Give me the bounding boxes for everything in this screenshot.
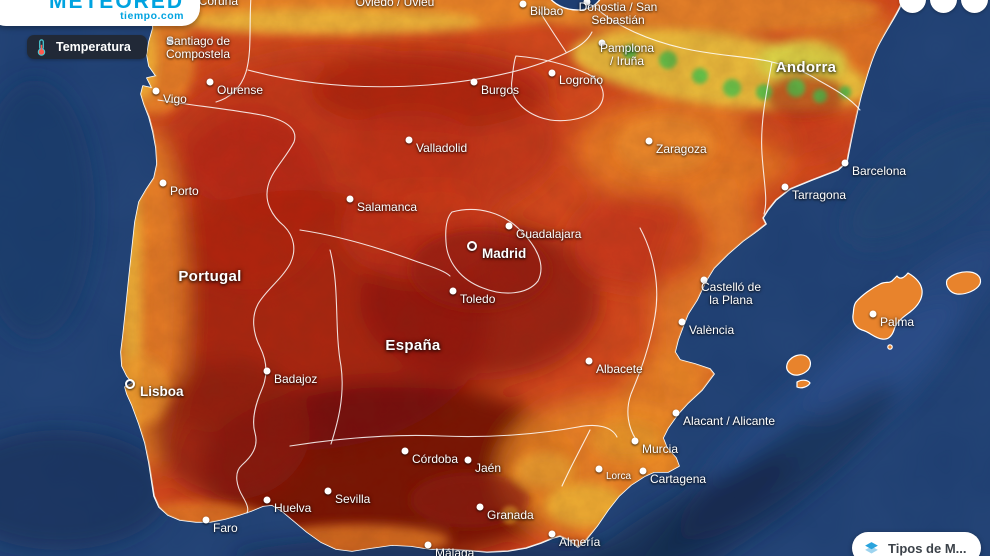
city-marker-huelva[interactable]	[263, 496, 271, 504]
city-marker-santiago-de-compostela[interactable]	[166, 37, 174, 45]
map-types-button[interactable]: Tipos de M...	[852, 532, 981, 556]
city-marker-lorca[interactable]	[595, 465, 603, 473]
city-label-guadalajara[interactable]: Guadalajara	[516, 227, 582, 241]
city-label-castell-de-la-plana[interactable]: Castelló de la Plana	[700, 280, 762, 307]
city-label-tarragona[interactable]: Tarragona	[792, 188, 847, 202]
city-label-logro-o[interactable]: Logroño	[559, 73, 604, 87]
city-marker-m-laga[interactable]	[424, 541, 432, 549]
city-label-oviedo-uvieu[interactable]: Oviedo / Uvieu	[355, 0, 435, 9]
city-label-barcelona[interactable]: Barcelona	[852, 164, 907, 178]
city-label-palma[interactable]: Palma	[880, 315, 915, 329]
city-marker-ja-n[interactable]	[464, 456, 472, 464]
city-marker-madrid[interactable]	[467, 241, 477, 251]
city-marker-barcelona[interactable]	[841, 159, 849, 167]
city-marker-granada[interactable]	[476, 503, 484, 511]
layer-selector-pill[interactable]: Temperatura	[27, 35, 147, 59]
city-marker-alacant-alicante[interactable]	[672, 409, 680, 417]
city-label-albacete[interactable]: Albacete	[596, 362, 643, 376]
mallorca-island	[852, 272, 923, 340]
city-marker-burgos[interactable]	[470, 78, 478, 86]
layer-selector-label: Temperatura	[56, 40, 131, 54]
city-marker-albacete[interactable]	[585, 357, 593, 365]
city-marker-ourense[interactable]	[206, 78, 214, 86]
city-label-granada[interactable]: Granada	[487, 508, 534, 522]
city-label-pamplona-iru-a[interactable]: Pamplona / Iruña	[599, 41, 655, 68]
city-marker-val-ncia[interactable]	[678, 318, 686, 326]
balearic-islands	[786, 271, 982, 389]
city-marker-tarragona[interactable]	[781, 183, 789, 191]
city-label-toledo[interactable]: Toledo	[460, 292, 496, 306]
city-label-faro[interactable]: Faro	[213, 521, 238, 535]
city-label-porto[interactable]: Porto	[170, 184, 199, 198]
city-label-alacant-alicante[interactable]: Alacant / Alicante	[683, 414, 776, 428]
city-label-huelva[interactable]: Huelva	[274, 501, 312, 515]
city-label-badajoz[interactable]: Badajoz	[274, 372, 318, 386]
city-label-donostia-san-sebasti-n[interactable]: Donostia / San Sebastián	[578, 0, 658, 27]
city-label-vigo[interactable]: Vigo	[163, 92, 187, 106]
city-label-ourense[interactable]: Ourense	[217, 83, 264, 97]
city-marker-castell-de-la-plana[interactable]	[700, 276, 708, 284]
city-label-sevilla[interactable]: Sevilla	[335, 492, 371, 506]
city-label-lorca[interactable]: Lorca	[606, 471, 632, 482]
city-label-salamanca[interactable]: Salamanca	[357, 200, 418, 214]
city-label-santiago-de-compostela[interactable]: Santiago de Compostela	[165, 34, 231, 61]
city-marker-bilbao[interactable]	[519, 0, 527, 8]
meteored-logo[interactable]: METEORED tiempo.com	[0, 0, 200, 26]
meteored-wordmark: METEORED	[48, 0, 184, 13]
city-marker-porto[interactable]	[159, 179, 167, 187]
city-marker-logro-o[interactable]	[548, 69, 556, 77]
formentera-island	[796, 379, 811, 389]
city-marker-zaragoza[interactable]	[645, 137, 653, 145]
city-marker-c-rdoba[interactable]	[401, 447, 409, 455]
city-label-m-laga[interactable]: Málaga	[435, 546, 475, 556]
city-label-val-ncia[interactable]: València	[689, 323, 735, 337]
map-types-label: Tipos de M...	[888, 540, 967, 556]
city-marker-donostia-san-sebasti-n[interactable]	[583, 0, 591, 6]
city-label-madrid[interactable]: Madrid	[482, 246, 527, 261]
city-marker-almer-a[interactable]	[548, 530, 556, 538]
city-marker-badajoz[interactable]	[263, 367, 271, 375]
city-label-almer-a[interactable]: Almería	[559, 535, 601, 549]
city-marker-sevilla[interactable]	[324, 487, 332, 495]
thermometer-icon	[37, 38, 46, 56]
city-label-zaragoza[interactable]: Zaragoza	[656, 142, 707, 156]
tiempo-com-wordmark: tiempo.com	[120, 10, 184, 22]
city-label-bilbao[interactable]: Bilbao	[530, 4, 564, 18]
menorca-island	[945, 271, 982, 295]
city-label-lisboa[interactable]: Lisboa	[140, 384, 184, 399]
city-marker-lisboa[interactable]	[125, 379, 135, 389]
top-right-button-3[interactable]	[961, 0, 988, 13]
borders-layer	[157, 0, 861, 514]
cabrera-island	[887, 344, 893, 350]
city-marker-guadalajara[interactable]	[505, 222, 513, 230]
city-label-ja-n[interactable]: Jaén	[475, 461, 502, 475]
layers-icon	[865, 541, 878, 553]
city-marker-faro[interactable]	[202, 516, 210, 524]
city-marker-murcia[interactable]	[631, 437, 639, 445]
city-label-murcia[interactable]: Murcia	[642, 442, 679, 456]
city-label-burgos[interactable]: Burgos	[481, 83, 520, 97]
city-label-valladolid[interactable]: Valladolid	[416, 141, 468, 155]
city-label-c-rdoba[interactable]: Córdoba	[412, 452, 459, 466]
city-marker-toledo[interactable]	[449, 287, 457, 295]
top-right-button-2[interactable]	[930, 0, 957, 13]
city-marker-palma[interactable]	[869, 310, 877, 318]
city-marker-vigo[interactable]	[152, 87, 160, 95]
city-marker-pamplona-iru-a[interactable]	[598, 39, 606, 47]
city-label-cartagena[interactable]: Cartagena	[650, 472, 707, 486]
city-marker-salamanca[interactable]	[346, 195, 354, 203]
city-marker-cartagena[interactable]	[639, 467, 647, 475]
ibiza-island	[786, 354, 812, 376]
top-right-button-1[interactable]	[899, 0, 926, 13]
city-marker-valladolid[interactable]	[405, 136, 413, 144]
